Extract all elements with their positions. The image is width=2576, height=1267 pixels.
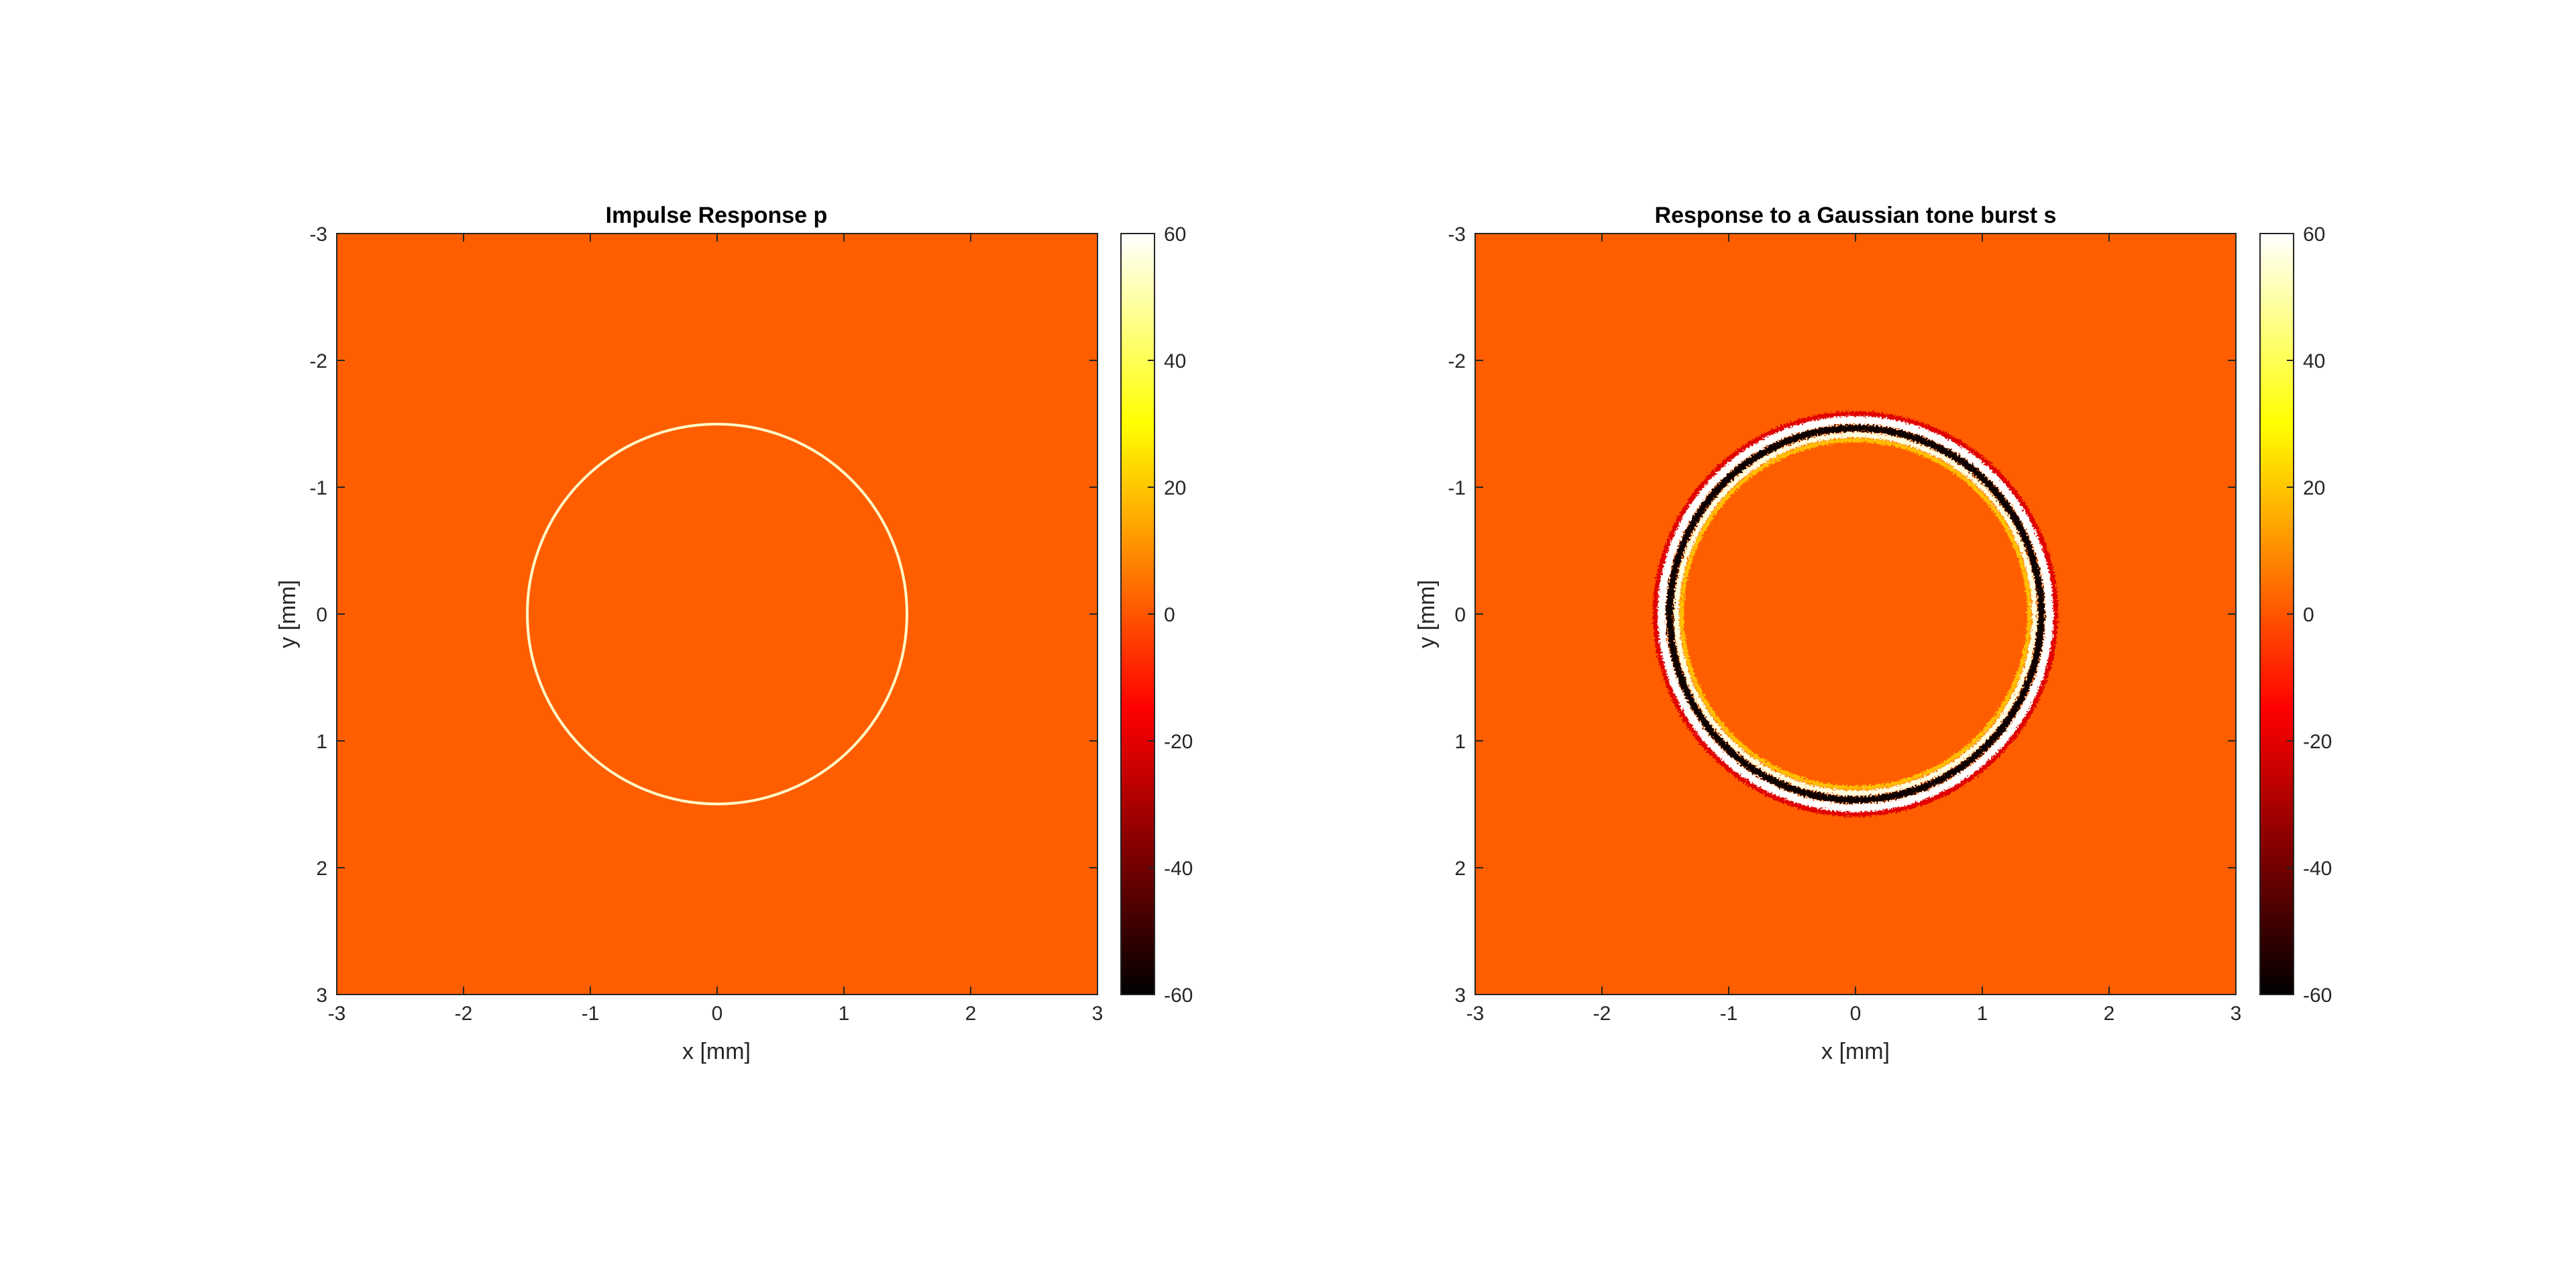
y-tick-label: 3 <box>316 984 327 1007</box>
colorbar-tick-label: 20 <box>1164 477 1186 499</box>
y-axis: -3 -2 -1 0 1 2 3 <box>1448 223 2236 1007</box>
y-tick-label: 2 <box>316 858 327 880</box>
colorbar-ticks: 60 40 20 0 -20 -40 -60 <box>2287 223 2332 1007</box>
chart-title: Response to a Gaussian tone burst s <box>1655 203 2057 228</box>
x-tick-label: -2 <box>1593 1003 1611 1025</box>
x-tick-label: -1 <box>1720 1003 1738 1025</box>
panel-impulse-response: Impulse Response p -3 -2 -1 0 1 2 3 -3 -2 -1 0 1 2 3… <box>275 203 1193 1064</box>
x-tick-label: 1 <box>1977 1003 1988 1025</box>
x-axis: -3 -2 -1 0 1 2 3 <box>1466 234 2242 1025</box>
x-tick-label: 3 <box>2231 1003 2242 1025</box>
y-tick-label: -1 <box>1448 477 1466 499</box>
colorbar-tick-label: 0 <box>2303 604 2314 626</box>
x-tick-label: 2 <box>965 1003 977 1025</box>
y-axis-label: y [mm] <box>1414 580 1440 648</box>
x-tick-label: 3 <box>1092 1003 1104 1025</box>
colorbar-tick-label: -60 <box>1164 984 1193 1007</box>
y-axis-label: y [mm] <box>275 580 301 648</box>
colorbar-tick-label: 60 <box>1164 223 1186 246</box>
colorbar-tick-label: 60 <box>2303 223 2325 246</box>
panel-gaussian-tone-burst: Response to a Gaussian tone burst s -3 -2… <box>1414 203 2332 1064</box>
colorbar-ticks: 60 40 20 0 -20 -40 -60 <box>1148 223 1193 1007</box>
y-tick-label: -3 <box>1448 223 1466 246</box>
colorbar-tick-label: -40 <box>2303 858 2332 880</box>
heatmap-background <box>1475 234 2236 995</box>
x-tick-label: -2 <box>455 1003 473 1025</box>
y-tick-label: -3 <box>309 223 327 246</box>
y-tick-label: 0 <box>1454 604 1466 626</box>
tone-burst-ring <box>1653 411 2058 817</box>
x-tick-label: -3 <box>1466 1003 1485 1025</box>
colorbar-tick-label: 40 <box>2303 350 2325 372</box>
x-axis: -3 -2 -1 0 1 2 3 <box>328 234 1104 1025</box>
colorbar-tick-label: 0 <box>1164 604 1175 626</box>
heatmap-background <box>337 234 1097 995</box>
chart-title: Impulse Response p <box>606 203 828 228</box>
y-tick-label: -2 <box>309 350 327 372</box>
x-tick-label: 2 <box>2104 1003 2115 1025</box>
x-axis-label: x [mm] <box>1821 1039 1890 1064</box>
impulse-ring <box>526 423 908 805</box>
x-tick-label: 1 <box>839 1003 850 1025</box>
colorbar-tick-label: -60 <box>2303 984 2332 1007</box>
y-tick-label: 3 <box>1454 984 1466 1007</box>
colorbar-tick-label: -20 <box>1164 731 1193 753</box>
y-tick-label: -2 <box>1448 350 1466 372</box>
y-axis: -3 -2 -1 0 1 2 3 <box>309 223 1097 1007</box>
x-tick-label: -3 <box>328 1003 346 1025</box>
y-tick-label: 0 <box>316 604 327 626</box>
y-tick-label: 2 <box>1454 858 1466 880</box>
colorbar-tick-label: -40 <box>1164 858 1193 880</box>
y-tick-label: 1 <box>1454 731 1466 753</box>
x-tick-label: -1 <box>582 1003 600 1025</box>
colorbar-tick-label: 20 <box>2303 477 2325 499</box>
y-tick-label: -1 <box>309 477 327 499</box>
x-tick-label: 0 <box>712 1003 723 1025</box>
x-tick-label: 0 <box>1850 1003 1862 1025</box>
colorbar-tick-label: 40 <box>1164 350 1186 372</box>
x-axis-label: x [mm] <box>682 1039 751 1064</box>
colorbar-tick-label: -20 <box>2303 731 2332 753</box>
y-tick-label: 1 <box>316 731 327 753</box>
